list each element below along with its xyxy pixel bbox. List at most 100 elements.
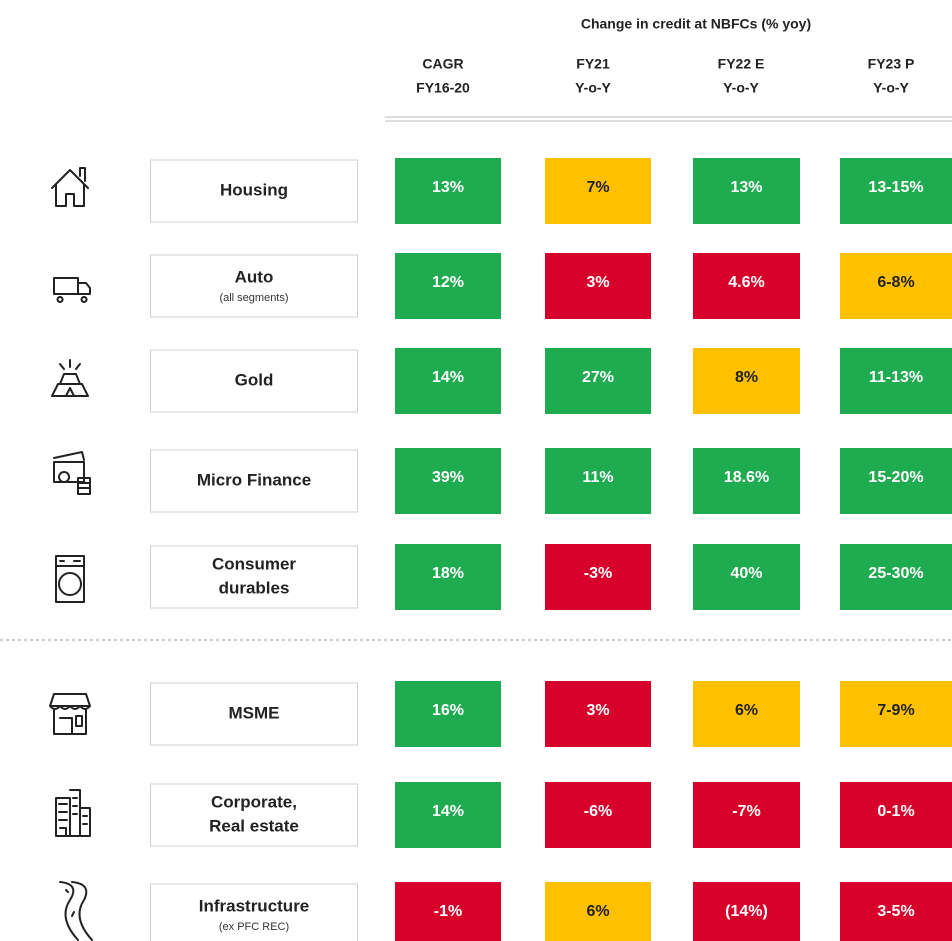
value-cell	[395, 882, 501, 941]
cell-value: 12%	[432, 274, 464, 291]
row-icon	[53, 451, 91, 495]
cell-value: 6%	[735, 702, 758, 719]
value-cell	[545, 253, 651, 319]
value-cell	[545, 158, 651, 224]
column-header: FY23 P	[868, 56, 915, 72]
value-cell	[545, 448, 651, 514]
cell-value: 4.6%	[728, 274, 764, 291]
cell-value: 14%	[432, 803, 464, 820]
row-label: Real estate	[209, 816, 299, 835]
row-label: durables	[219, 578, 290, 597]
label-box	[150, 783, 358, 847]
cell-value: 8%	[735, 369, 758, 386]
column-header: Y-o-Y	[873, 80, 909, 96]
value-cell	[840, 253, 952, 319]
value-cell	[545, 681, 651, 747]
value-cell	[840, 448, 952, 514]
cell-value: 18%	[432, 565, 464, 582]
label-box	[150, 254, 358, 318]
cell-value: 11%	[582, 469, 613, 486]
value-cell	[545, 544, 651, 610]
row-label: Infrastructure	[199, 896, 310, 915]
cell-value: 7%	[586, 179, 609, 196]
label-box	[150, 449, 358, 513]
value-cell	[545, 882, 651, 941]
value-cell	[395, 448, 501, 514]
value-cell	[545, 782, 651, 848]
value-cell	[545, 348, 651, 414]
column-header: FY21	[576, 56, 610, 72]
row-sublabel: (all segments)	[219, 292, 288, 304]
row-label: Housing	[220, 180, 288, 199]
label-box	[150, 159, 358, 223]
row-icon	[53, 277, 91, 303]
cell-value: 16%	[432, 702, 464, 719]
value-cell	[693, 253, 800, 319]
value-cell	[693, 882, 800, 941]
row-icon	[51, 167, 89, 207]
cell-value: -3%	[584, 565, 612, 582]
cell-value: 39%	[432, 469, 464, 486]
cell-value: -7%	[732, 803, 760, 820]
cell-value: 7-9%	[877, 702, 914, 719]
column-header: Y-o-Y	[723, 80, 759, 96]
cell-value: 11-13%	[869, 369, 923, 386]
value-cell	[840, 544, 952, 610]
cell-value: 3%	[586, 702, 609, 719]
row-label: Auto	[235, 267, 274, 286]
value-cell	[395, 681, 501, 747]
cell-value: 13-15%	[868, 179, 923, 196]
value-cell	[693, 681, 800, 747]
row-sublabel: (ex PFC REC)	[219, 921, 289, 933]
cell-value: 15-20%	[868, 469, 923, 486]
row-label: Micro Finance	[197, 470, 311, 489]
value-cell	[840, 158, 952, 224]
value-cell	[693, 448, 800, 514]
label-box	[150, 883, 358, 941]
row-icon	[49, 693, 91, 735]
label-box	[150, 682, 358, 746]
cell-value: 0-1%	[877, 803, 914, 820]
cell-value: 27%	[582, 369, 614, 386]
value-cell	[693, 544, 800, 610]
cell-value: 3-5%	[877, 903, 914, 920]
column-header: FY16-20	[416, 80, 470, 96]
cell-value: 18.6%	[724, 469, 769, 486]
row-label: MSME	[229, 703, 280, 722]
column-header: Y-o-Y	[575, 80, 611, 96]
row-icon	[55, 789, 91, 837]
row-label: Consumer	[212, 554, 296, 573]
row-label: Gold	[235, 370, 274, 389]
cell-value: 6-8%	[877, 274, 914, 291]
cell-value: 14%	[432, 369, 464, 386]
value-cell	[395, 158, 501, 224]
value-cell	[395, 348, 501, 414]
cell-value: -1%	[434, 903, 462, 920]
row-icon	[55, 555, 85, 603]
value-cell	[693, 158, 800, 224]
label-box	[150, 349, 358, 413]
header-title: Change in credit at NBFCs (% yoy)	[581, 16, 811, 32]
cell-value: -6%	[584, 803, 612, 820]
column-header: FY22 E	[718, 56, 765, 72]
value-cell	[840, 882, 952, 941]
column-header: CAGR	[422, 56, 463, 72]
cell-value: (14%)	[725, 903, 768, 920]
value-cell	[395, 782, 501, 848]
value-cell	[395, 544, 501, 610]
value-cell	[395, 253, 501, 319]
value-cell	[840, 681, 952, 747]
cell-value: 3%	[586, 274, 609, 291]
row-icon	[59, 881, 93, 941]
label-box	[150, 545, 358, 609]
cell-value: 40%	[730, 565, 762, 582]
value-cell	[840, 782, 952, 848]
cell-value: 13%	[730, 179, 762, 196]
row-icon	[51, 359, 89, 397]
value-cell	[693, 782, 800, 848]
row-label: Corporate,	[211, 792, 297, 811]
value-cell	[840, 348, 952, 414]
cell-value: 25-30%	[868, 565, 923, 582]
cell-value: 6%	[586, 903, 609, 920]
